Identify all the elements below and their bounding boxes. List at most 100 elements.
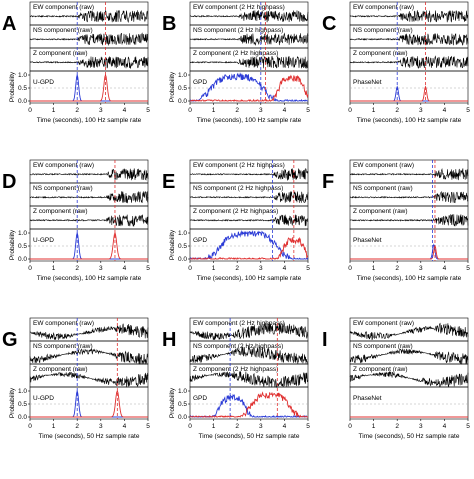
x-tick-label: 2 [395,265,399,272]
model-label: GPD [193,79,207,86]
trace-waveform [29,56,149,70]
trace-label: NS component (raw) [353,27,413,34]
x-tick-label: 1 [52,265,56,272]
x-tick-label: 2 [235,107,239,114]
trace-waveform [189,370,309,389]
panel-label: G [2,329,18,351]
panel-label: B [162,13,176,35]
trace-label: Z component (2 Hz highpass) [193,50,278,57]
trace-waveform [189,168,309,181]
y-tick-label: 1.0 [18,72,27,79]
panel-B: B EW component (2 Hz highpass) NS componen… [162,1,310,124]
trace-label: NS component (raw) [33,343,93,350]
x-tick-label: 4 [123,107,127,114]
trace-waveform [349,190,469,204]
x-tick-label: 4 [443,423,447,430]
y-tick-label: 1.0 [18,230,27,237]
x-tick-label: 2 [235,265,239,272]
y-tick-label: 0.0 [178,256,187,263]
trace-waveform [349,214,469,227]
model-label: PhaseNet [353,237,382,244]
trace-label: EW component (2 Hz highpass) [193,162,285,169]
trace-label: EW component (2 Hz highpass) [193,320,285,327]
y-axis-label: Probability [169,71,176,102]
y-axis-label: Probability [169,387,176,418]
x-axis-label: Time (seconds), 100 Hz sample rate [357,275,462,282]
x-tick-label: 0 [28,107,32,114]
x-tick-label: 0 [188,107,192,114]
trace-label: EW component (raw) [33,320,94,327]
trace-waveform [350,168,469,181]
trace-waveform [189,56,309,69]
panel-label: F [322,171,334,193]
prob-frame [29,70,149,104]
x-tick-label: 2 [75,265,79,272]
x-tick-label: 5 [146,423,150,430]
x-axis-label: Time (seconds), 50 Hz sample rate [359,433,460,440]
trace-waveform [29,168,149,181]
y-tick-label: 0.5 [18,243,27,250]
x-tick-label: 5 [466,107,470,114]
panel-label: I [322,329,328,351]
x-tick-label: 0 [188,265,192,272]
y-tick-label: 1.0 [18,388,27,395]
model-label: GPD [193,395,207,402]
y-axis-label: Probability [9,71,16,102]
trace-waveform [189,32,309,46]
x-axis-label: Time (seconds), 100 Hz sample rate [197,275,302,282]
x-tick-label: 5 [306,265,310,272]
s-probability-curve [30,231,148,260]
model-label: PhaseNet [353,395,382,402]
s-probability-curve [189,236,308,260]
x-tick-label: 5 [466,423,470,430]
y-tick-label: 0.5 [178,401,187,408]
y-tick-label: 0.0 [178,414,187,421]
prob-frame [189,70,309,104]
x-tick-label: 5 [306,423,310,430]
x-tick-label: 4 [123,423,127,430]
x-tick-label: 2 [235,423,239,430]
x-tick-label: 5 [146,265,150,272]
x-tick-label: 0 [348,423,352,430]
trace-waveform [349,322,469,341]
trace-label: EW component (raw) [353,320,414,327]
x-tick-label: 3 [99,107,103,114]
x-axis-label: Time (seconds), 100 Hz sample rate [357,117,462,124]
y-tick-label: 1.0 [178,388,187,395]
panel-F: F EW component (raw) NS component (raw) Z c… [322,159,470,282]
trace-label: Z component (2 Hz highpass) [193,208,278,215]
trace-label: Z component (raw) [353,50,408,57]
trace-waveform [29,214,149,228]
p-probability-curve [350,243,468,260]
x-tick-label: 1 [372,107,376,114]
trace-waveform [29,348,149,365]
s-probability-curve [350,85,468,102]
x-tick-label: 4 [443,107,447,114]
y-tick-label: 0.5 [18,85,27,92]
y-tick-label: 1.0 [178,230,187,237]
y-tick-label: 0.5 [18,401,27,408]
x-tick-label: 2 [395,107,399,114]
trace-waveform [189,345,309,365]
y-tick-label: 0.0 [18,256,27,263]
trace-label: EW component (raw) [33,4,94,11]
s-probability-curve [189,74,309,102]
x-tick-label: 3 [419,265,423,272]
trace-label: Z component (raw) [33,366,88,373]
trace-waveform [189,214,309,227]
x-tick-label: 0 [348,265,352,272]
x-axis-label: Time (seconds), 50 Hz sample rate [39,433,140,440]
y-axis-label: Probability [9,229,16,260]
p-probability-curve [189,230,309,260]
x-tick-label: 3 [419,423,423,430]
x-tick-label: 3 [259,107,263,114]
trace-label: NS component (raw) [353,343,413,350]
model-label: U-GPD [33,395,54,402]
trace-waveform [29,371,149,388]
trace-waveform [29,32,149,46]
x-tick-label: 3 [419,107,423,114]
trace-label: NS component (2 Hz highpass) [193,343,283,350]
p-probability-curve [189,72,309,102]
y-tick-label: 0.0 [18,98,27,105]
